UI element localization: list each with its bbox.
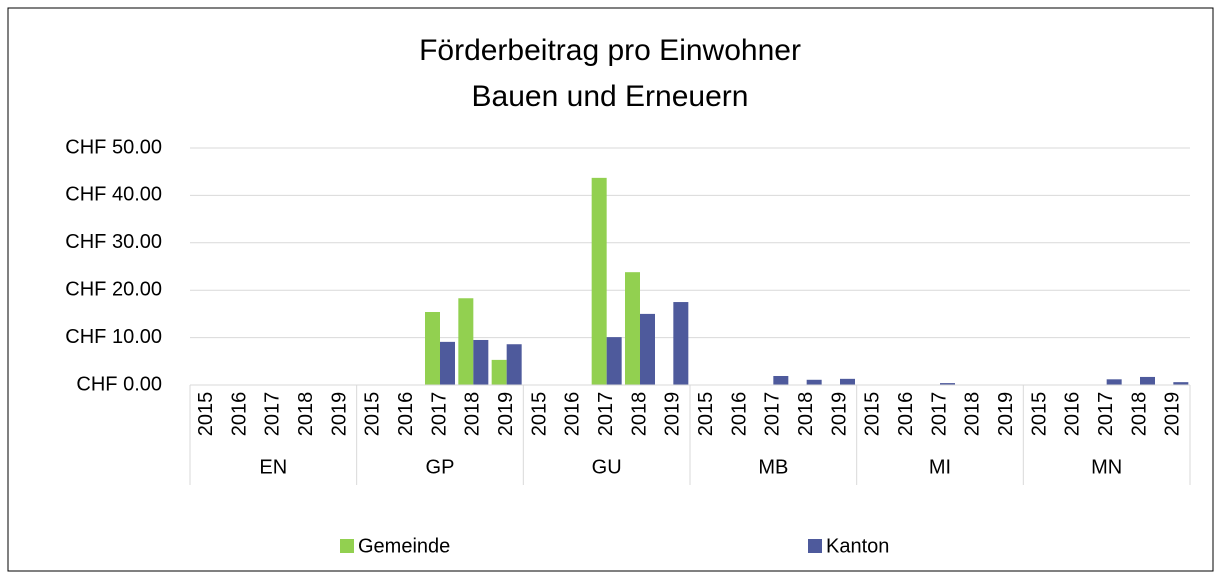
bar [673,302,689,385]
x-tick-label: 2019 [1162,392,1184,437]
bar [773,375,789,385]
group-label: MI [929,456,951,478]
group-label: MN [1091,456,1122,478]
bar [425,312,440,385]
x-tick-label: 2019 [995,392,1017,437]
group-label: MB [758,456,788,478]
y-tick-label: CHF 50.00 [65,136,162,158]
bar [606,337,622,385]
bar [806,379,822,385]
y-tick-label: CHF 40.00 [65,184,162,206]
x-tick-label: 2015 [528,392,550,437]
x-tick-label: 2018 [962,392,984,437]
chart-border [7,7,1214,572]
x-tick-label: 2019 [495,392,517,437]
x-tick-label: 2017 [928,392,950,437]
bar [440,341,455,385]
legend-label: Gemeinde [358,535,450,557]
bar [840,378,855,385]
x-tick-label: 2016 [395,392,417,437]
legend-swatch [340,539,354,553]
bar [491,359,507,385]
x-tick-label: 2017 [1095,392,1117,437]
x-tick-label: 2019 [828,392,850,437]
legend-label: Kanton [826,535,889,557]
group-label: GU [592,456,622,478]
y-tick-label: CHF 10.00 [65,326,162,348]
bar [473,339,489,385]
x-tick-label: 2015 [695,392,717,437]
x-tick-label: 2016 [228,392,250,437]
x-tick-label: 2016 [562,392,584,437]
x-tick-label: 2018 [295,392,317,437]
x-tick-label: 2018 [628,392,650,437]
x-tick-label: 2015 [862,392,884,437]
x-tick-label: 2018 [1128,392,1150,437]
x-tick-label: 2015 [1028,392,1050,437]
x-tick-label: 2018 [462,392,484,437]
x-tick-label: 2016 [1062,392,1084,437]
chart-title: Bauen und Erneuern [472,80,749,113]
bar [458,298,474,385]
x-tick-label: 2019 [662,392,684,437]
x-tick-label: 2015 [195,392,217,437]
bar [640,313,655,385]
bar [591,177,607,385]
chart-title: Förderbeitrag pro Einwohner [419,34,801,67]
x-tick-label: 2017 [762,392,784,437]
group-label: GP [426,456,455,478]
x-tick-label: 2017 [262,392,284,437]
bar [506,344,522,385]
bar [1106,379,1122,385]
x-tick-label: 2015 [362,392,384,437]
bar [1173,382,1189,385]
x-tick-label: 2016 [895,392,917,437]
bar [625,272,640,385]
x-tick-label: 2017 [595,392,617,437]
bar [1140,376,1155,385]
x-tick-label: 2018 [795,392,817,437]
group-label: EN [259,456,287,478]
bar [940,383,955,385]
y-tick-label: CHF 0.00 [76,373,162,395]
x-tick-label: 2016 [728,392,750,437]
x-tick-label: 2019 [328,392,350,437]
legend-swatch [808,539,822,553]
x-tick-label: 2017 [428,392,450,437]
y-tick-label: CHF 30.00 [65,231,162,253]
y-tick-label: CHF 20.00 [65,278,162,300]
